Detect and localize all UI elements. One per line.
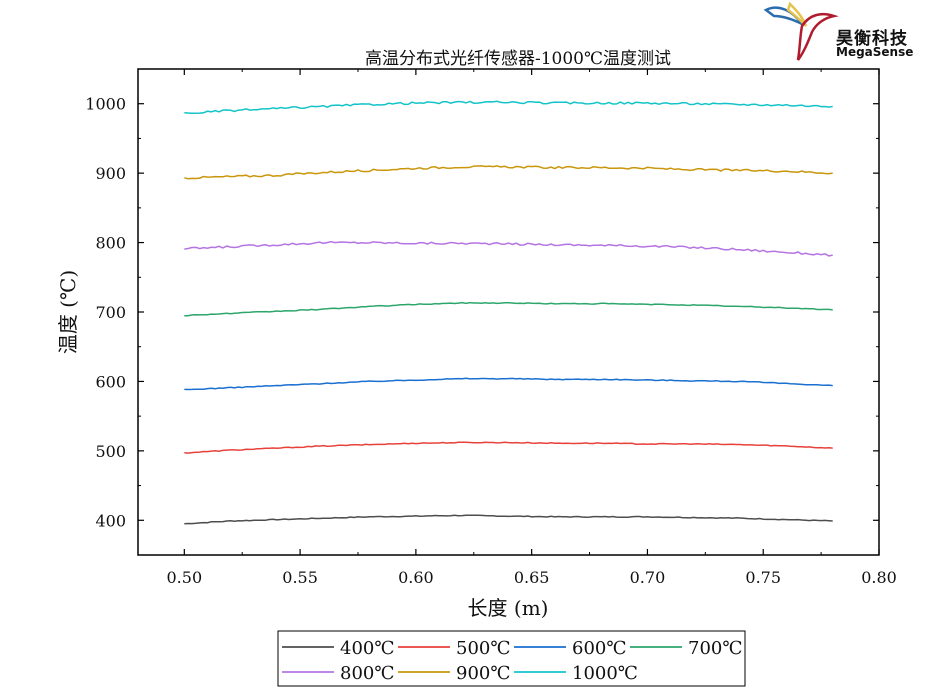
- x-tick-label: 0.50: [167, 568, 203, 587]
- series-line-500℃: [184, 441, 833, 454]
- hummingbird-logo-icon: [763, 2, 839, 61]
- legend-label: 1000℃: [572, 663, 638, 684]
- x-axis-label: 长度 (m): [468, 596, 549, 620]
- legend-label: 800℃: [340, 663, 395, 684]
- y-tick-label: 700: [95, 303, 126, 322]
- legend-label: 900℃: [456, 663, 511, 684]
- legend-label: 500℃: [456, 638, 511, 659]
- y-tick-label: 1000: [85, 95, 126, 114]
- legend-label: 400℃: [340, 638, 395, 659]
- y-tick-label: 600: [95, 372, 126, 391]
- x-tick-label: 0.55: [282, 568, 318, 587]
- y-tick-label: 500: [95, 442, 126, 461]
- y-tick-label: 900: [95, 164, 126, 183]
- y-tick-label: 800: [95, 234, 126, 253]
- x-tick-label: 0.80: [861, 568, 897, 587]
- chart-title: 高温分布式光纤传感器-1000℃温度测试: [365, 49, 671, 69]
- series-line-700℃: [184, 301, 833, 317]
- series-line-1000℃: [184, 100, 833, 115]
- y-axis-label: 温度 (℃): [56, 270, 80, 354]
- series-line-800℃: [184, 240, 833, 257]
- legend-label: 700℃: [688, 638, 743, 659]
- y-tick-label: 400: [95, 511, 126, 530]
- x-tick-label: 0.75: [745, 568, 781, 587]
- x-tick-label: 0.70: [630, 568, 666, 587]
- x-tick-label: 0.60: [398, 568, 434, 587]
- legend: 400℃ 500℃ 600℃ 700℃ 800℃ 900℃ 1000℃: [282, 638, 743, 684]
- series-layer: [184, 100, 833, 525]
- logo-name-en: MegaSense: [836, 45, 914, 59]
- legend-label: 600℃: [572, 638, 627, 659]
- x-tick-label: 0.65: [514, 568, 550, 587]
- logo-name-cn: 昊衡科技: [836, 29, 908, 49]
- legend-box: [277, 630, 746, 687]
- series-line-400℃: [184, 514, 833, 525]
- company-logo: 昊衡科技 MegaSense: [762, 2, 922, 64]
- axis-ticks: 0.50 0.55 0.60 0.65 0.70 0.75 0.80 400 500 600 700…: [85, 68, 897, 587]
- series-line-600℃: [184, 377, 833, 391]
- series-line-900℃: [184, 165, 833, 180]
